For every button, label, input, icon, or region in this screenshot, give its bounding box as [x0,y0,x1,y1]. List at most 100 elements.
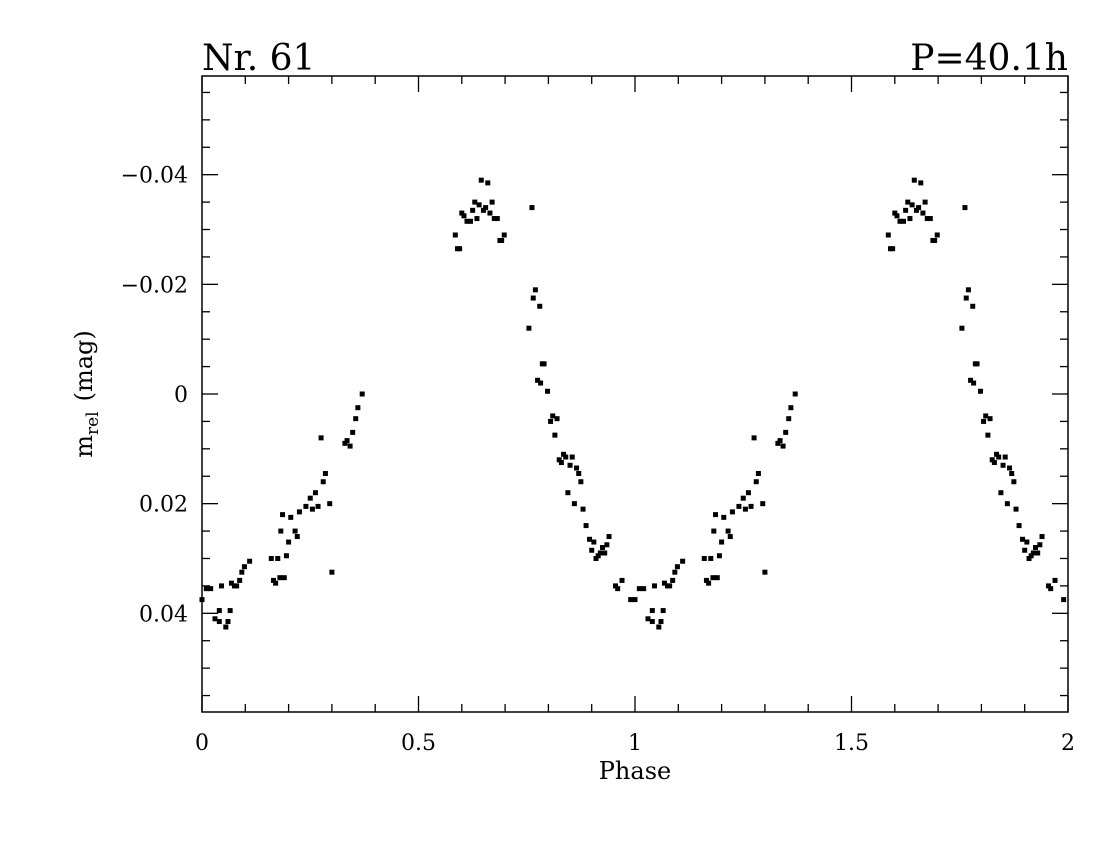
data-point [1052,577,1058,583]
data-point [216,619,222,625]
data-point [760,501,766,507]
data-point [656,624,662,630]
data-point [208,586,214,592]
data-point [347,443,353,449]
data-point [994,451,1000,457]
data-point [775,440,781,446]
data-point [1011,479,1017,485]
data-point [487,210,493,216]
x-tick-label: 1 [628,731,642,756]
data-point [667,583,673,589]
data-point [353,416,359,422]
data-point [670,577,676,583]
data-point [783,429,789,435]
data-point [457,246,463,252]
x-axis-label: Phase [599,757,671,785]
data-point [561,451,567,457]
data-point [218,583,224,589]
data-point [600,545,606,551]
data-point [595,553,601,559]
data-point [920,210,926,216]
data-point [708,555,714,561]
data-point [223,624,229,630]
data-point [780,443,786,449]
data-point [714,575,720,581]
data-point [978,388,984,394]
data-point [464,218,470,224]
data-point [900,218,906,224]
data-point [907,216,913,222]
y-axis-label: mrel (mag) [70,330,103,458]
data-point [649,608,655,614]
data-point [1022,547,1028,553]
data-point [480,207,486,213]
data-point [996,454,1002,460]
data-point [755,471,761,476]
tick-labels: 0 0.5 1 1.5 2 −0.04 −0.02 0 0.02 0.04 [121,164,1075,756]
data-point [719,539,725,545]
data-point [318,435,324,441]
ticks [201,76,1069,712]
data-point [710,575,716,581]
data-point [563,454,569,460]
data-point [981,418,987,424]
data-point [742,506,748,512]
data-point [580,506,586,512]
data-point [286,539,292,545]
data-point [632,597,638,603]
data-point [565,490,571,496]
data-point [786,416,792,422]
data-point [672,569,678,575]
data-point [292,528,298,534]
data-point [713,512,719,518]
data-point [275,555,281,561]
data-point [649,619,655,625]
data-point [535,377,541,383]
data-point [680,558,686,564]
data-point [1020,536,1026,542]
data-point [452,232,458,238]
data-point [965,287,971,293]
data-point [567,462,573,468]
data-point [1002,454,1008,460]
data-point [578,479,584,485]
data-point [636,586,642,592]
data-point [277,575,283,581]
data-point [890,246,896,252]
data-point [792,391,798,397]
data-point [461,213,467,219]
data-point [485,180,491,186]
data-point [303,503,309,509]
points [199,177,1067,630]
data-point [918,180,924,186]
data-point [660,608,666,614]
data-point [526,325,532,331]
data-point [550,413,556,419]
data-point [1000,462,1006,468]
data-point [296,509,302,515]
data-point [968,377,974,383]
data-point [1061,597,1067,603]
data-point [1035,550,1041,556]
y-tick-label: −0.02 [121,273,188,298]
data-point [985,432,991,438]
data-point [459,210,465,216]
data-point [987,416,993,422]
data-point [342,440,348,446]
data-point [1039,534,1045,540]
data-point [593,555,599,561]
data-point [234,583,240,589]
data-point [288,514,294,520]
x-tick-label: 0.5 [401,731,436,756]
data-point [716,553,722,559]
y-tick-label: 0.04 [139,602,188,627]
data-point [467,218,473,224]
data-point [703,577,709,583]
data-point [628,597,634,603]
data-point [359,391,365,397]
data-point [927,216,933,222]
data-point [583,523,589,529]
data-point [913,207,919,213]
data-point [283,553,289,559]
data-point [762,569,768,575]
